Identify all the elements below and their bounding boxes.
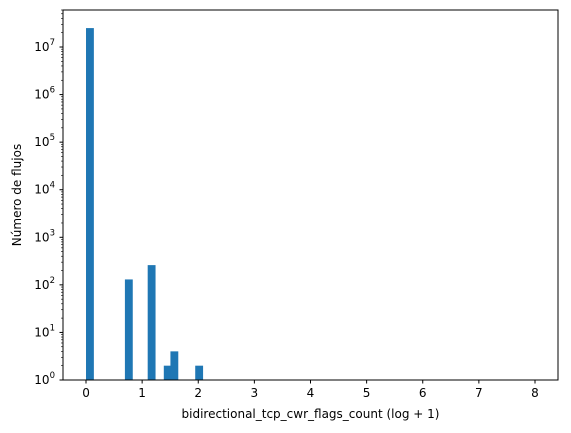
plot-frame (62, 9, 559, 381)
x-tick-label: 4 (307, 386, 315, 400)
x-tick-label: 5 (363, 386, 371, 400)
x-tick-label: 0 (82, 386, 90, 400)
y-tick-label: 104 (34, 181, 55, 197)
y-tick-label: 107 (34, 38, 55, 54)
histogram-bar-0 (86, 28, 94, 381)
x-axis: 0 1 2 3 4 5 6 7 8 (82, 380, 539, 400)
x-tick-label: 6 (419, 386, 427, 400)
x-tick-label: 8 (531, 386, 539, 400)
y-tick-label: 100 (34, 371, 55, 387)
x-axis-label: bidirectional_tcp_cwr_flags_count (log +… (182, 407, 440, 421)
y-axis-label: Número de flujos (10, 144, 24, 246)
histogram-bar-4 (170, 351, 179, 380)
y-tick-label: 102 (34, 276, 55, 292)
y-axis: 100 101 102 103 104 105 106 107 (34, 9, 63, 387)
x-tick-label: 1 (138, 386, 146, 400)
y-tick-label: 103 (34, 228, 55, 244)
histogram-bar-1 (124, 279, 133, 380)
x-tick-label: 2 (194, 386, 202, 400)
histogram-bar-2 (147, 265, 156, 380)
x-tick-label: 3 (251, 386, 259, 400)
histogram-bar-3 (163, 365, 172, 380)
bars-layer (86, 28, 204, 381)
histogram-bar-5 (195, 365, 204, 380)
x-tick-label: 7 (475, 386, 483, 400)
y-tick-label: 105 (34, 133, 55, 149)
y-tick-label: 101 (34, 323, 55, 339)
y-tick-label: 106 (34, 86, 55, 102)
